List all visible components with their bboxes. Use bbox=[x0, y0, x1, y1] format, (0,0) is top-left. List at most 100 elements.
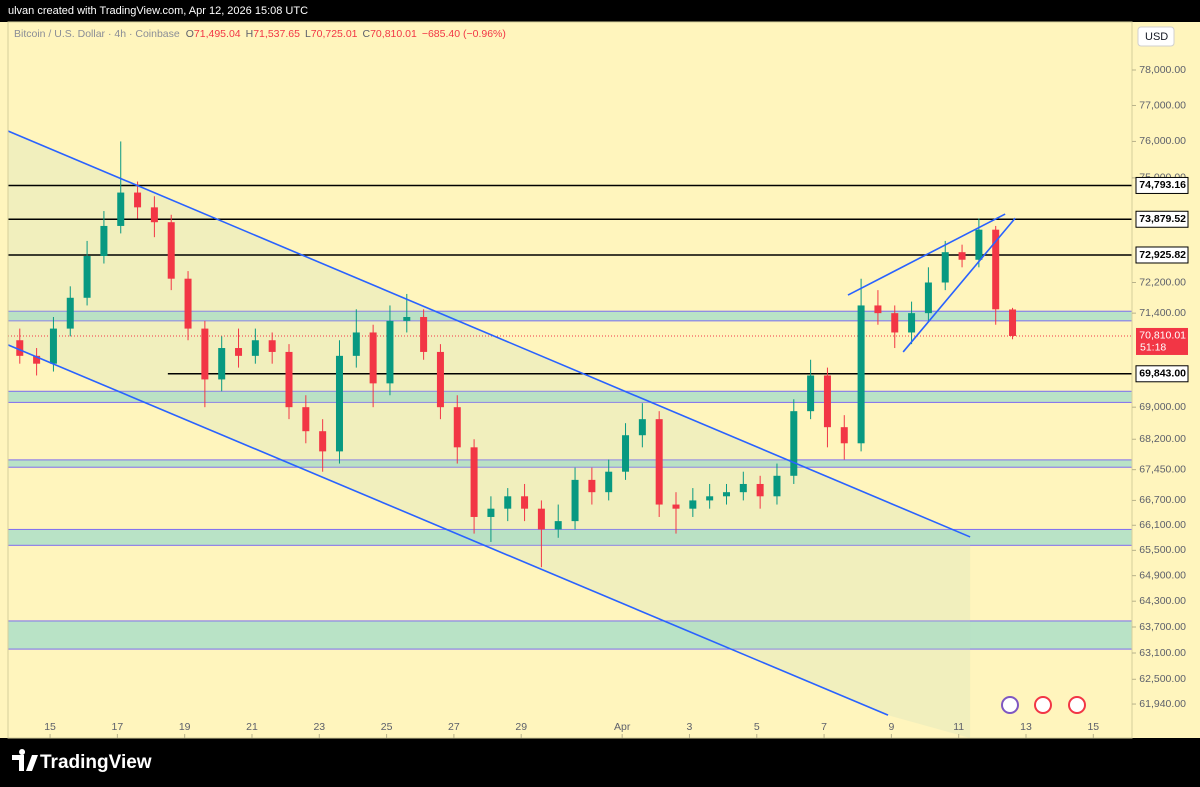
zone bbox=[8, 310, 1132, 322]
x-tick-label: 5 bbox=[754, 721, 760, 733]
zone bbox=[8, 390, 1132, 403]
currency-label: USD bbox=[1145, 31, 1168, 43]
plot: 78,000.0077,000.0076,000.0075,000.0072,2… bbox=[7, 21, 1189, 739]
icon[interactable] bbox=[1001, 696, 1019, 714]
candle-body bbox=[319, 431, 327, 452]
candle-body bbox=[958, 252, 966, 260]
y-tick-label: 67,450.00 bbox=[1139, 463, 1186, 475]
candle-body bbox=[369, 332, 377, 384]
candle-body bbox=[134, 192, 142, 208]
candle-body bbox=[840, 427, 848, 444]
trendline bbox=[847, 213, 1006, 296]
candle-body bbox=[874, 305, 882, 314]
ohlc-value: 71,537.65 bbox=[253, 28, 300, 40]
candle-body bbox=[521, 496, 529, 509]
y-tick-label: 61,940.00 bbox=[1139, 698, 1186, 710]
x-tick-label: 13 bbox=[1020, 721, 1032, 733]
candle-body bbox=[487, 508, 495, 517]
plot-clip bbox=[8, 130, 1132, 738]
candle-body bbox=[891, 313, 899, 333]
ohlc-key: C bbox=[363, 28, 371, 40]
candle-body bbox=[117, 192, 125, 226]
footer: TradingView bbox=[12, 749, 152, 773]
x-tick-label: 11 bbox=[953, 721, 964, 733]
y-tick-label: 78,000.00 bbox=[1139, 64, 1186, 76]
y-tick-label: 65,500.00 bbox=[1139, 544, 1186, 556]
candle-body bbox=[504, 496, 512, 509]
candle-body bbox=[33, 355, 41, 364]
x-tick-label: 19 bbox=[179, 721, 191, 733]
brand-name: TradingView bbox=[40, 752, 152, 773]
x-tick-label: 21 bbox=[246, 721, 258, 733]
candle-body bbox=[790, 411, 798, 476]
snapshot-credit: ulvan created with TradingView.com, Apr … bbox=[8, 5, 308, 17]
candle-body bbox=[739, 483, 747, 493]
icon[interactable] bbox=[1068, 696, 1086, 714]
candle-body bbox=[672, 504, 680, 509]
countdown-label: 51:18 bbox=[1140, 342, 1166, 354]
ohlc-key: H bbox=[246, 28, 254, 40]
level-label-box bbox=[1135, 176, 1189, 194]
ohlc-key: O bbox=[186, 28, 194, 40]
candle-body bbox=[605, 471, 613, 493]
candle-body bbox=[251, 340, 259, 356]
level-label-box bbox=[1135, 210, 1189, 228]
icon[interactable] bbox=[1034, 696, 1052, 714]
candle-body bbox=[49, 328, 57, 364]
candle-body bbox=[150, 207, 158, 223]
x-tick-label: 7 bbox=[821, 721, 827, 733]
candle-body bbox=[302, 407, 310, 432]
x-tick-label: 27 bbox=[448, 721, 460, 733]
level-label: 74,793.16 bbox=[1139, 179, 1186, 191]
candle-body bbox=[554, 521, 562, 530]
candle-body bbox=[1009, 309, 1017, 336]
candle-body bbox=[655, 419, 663, 505]
candle-body bbox=[285, 351, 293, 408]
toolbar-icons bbox=[1001, 696, 1086, 714]
candle-body bbox=[268, 340, 276, 352]
zone bbox=[8, 459, 1132, 468]
candle-body bbox=[420, 316, 428, 352]
candle-body bbox=[588, 479, 596, 493]
y-tick-label: 64,300.00 bbox=[1139, 595, 1186, 607]
symbol-label: Bitcoin / U.S. Dollar · 4h · Coinbase bbox=[14, 28, 180, 40]
x-tick-label: 23 bbox=[313, 721, 325, 733]
trendline bbox=[8, 344, 889, 716]
y-tick-label: 63,700.00 bbox=[1139, 621, 1186, 633]
level-label: 73,879.52 bbox=[1139, 213, 1186, 225]
y-tick-label: 64,900.00 bbox=[1139, 569, 1186, 581]
candle-body bbox=[823, 375, 831, 428]
candle-body bbox=[537, 508, 545, 530]
candle-body bbox=[352, 332, 360, 356]
candle-body bbox=[403, 316, 411, 321]
candle-body bbox=[975, 229, 983, 260]
candle-body bbox=[16, 340, 24, 356]
candle-body bbox=[908, 313, 916, 333]
x-tick-label: 25 bbox=[381, 721, 393, 733]
candle-body bbox=[992, 229, 1000, 310]
zone bbox=[8, 620, 1132, 650]
candle-body bbox=[807, 375, 815, 412]
candle-body bbox=[773, 475, 781, 497]
candle-body bbox=[706, 496, 714, 501]
ohlc-key: L bbox=[305, 28, 311, 40]
last-price-label: 70,810.01 bbox=[1139, 330, 1186, 342]
y-tick-label: 62,500.00 bbox=[1139, 673, 1186, 685]
x-tick-label: 29 bbox=[515, 721, 527, 733]
level-label: 72,925.82 bbox=[1139, 249, 1186, 261]
candle-body bbox=[66, 297, 74, 329]
candle-body bbox=[100, 225, 108, 256]
y-tick-label: 68,200.00 bbox=[1139, 433, 1186, 445]
candle-body bbox=[235, 348, 243, 356]
currency-button[interactable] bbox=[1137, 26, 1175, 47]
y-tick-label: 66,700.00 bbox=[1139, 494, 1186, 506]
level-label-box bbox=[1135, 365, 1189, 383]
y-tick-label: 77,000.00 bbox=[1139, 99, 1186, 111]
y-tick-label: 63,100.00 bbox=[1139, 647, 1186, 659]
trendline bbox=[902, 217, 1016, 353]
candle-body bbox=[386, 320, 394, 384]
candle-body bbox=[201, 328, 209, 380]
y-tick-label: 71,400.00 bbox=[1139, 307, 1186, 319]
y-tick-label: 69,000.00 bbox=[1139, 401, 1186, 413]
